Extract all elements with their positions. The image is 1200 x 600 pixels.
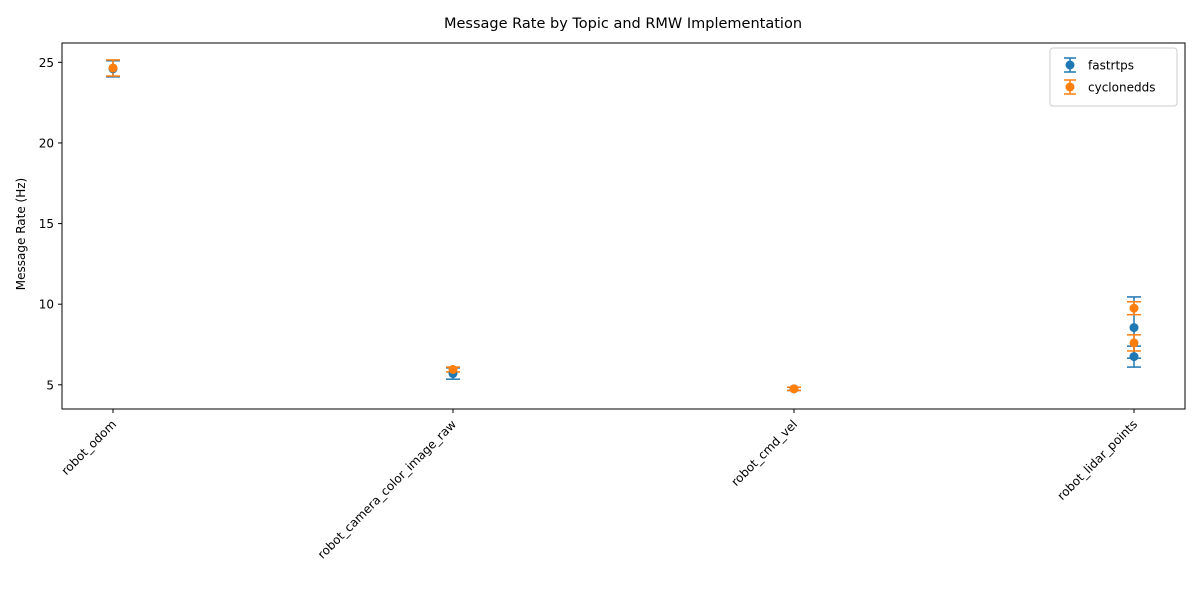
legend-label: cyclonedds (1088, 81, 1155, 95)
x-tick-label: robot_odom (59, 417, 120, 478)
data-point (1129, 338, 1139, 348)
series-cyclonedds (106, 59, 1141, 392)
x-tick-label: robot_cmd_vel (728, 417, 800, 489)
data-point (1129, 323, 1139, 333)
legend-marker (1065, 60, 1075, 70)
y-tick-label: 20 (39, 136, 54, 150)
y-tick-label: 10 (39, 298, 54, 312)
y-axis: 5 10 15 20 25 (39, 56, 62, 392)
plot-frame (61, 42, 1186, 410)
series-fastrtps (106, 59, 1141, 392)
legend-marker (1065, 82, 1075, 92)
series-markers-cyclonedds (108, 63, 1139, 394)
series-markers-fastrtps (108, 64, 1139, 394)
legend-label: fastrtps (1088, 59, 1134, 73)
legend[interactable]: fastrtps cyclonedds (1049, 47, 1178, 107)
legend-box (1049, 47, 1178, 107)
data-point (448, 364, 458, 374)
y-tick-label: 15 (39, 217, 54, 231)
data-point (1129, 352, 1139, 362)
x-tick-label: robot_camera_color_image_raw (315, 417, 459, 561)
y-axis-label: Message Rate (Hz) (14, 178, 28, 290)
x-tick-label: robot_lidar_points (1054, 417, 1140, 503)
y-tick-label: 25 (39, 56, 54, 70)
plot-marks (106, 59, 1141, 394)
chart-title: Message Rate by Topic and RMW Implementa… (444, 16, 802, 32)
data-point (108, 63, 118, 73)
data-point (1129, 303, 1139, 313)
data-point (789, 384, 799, 394)
y-tick-label: 5 (46, 378, 54, 392)
x-axis: robot_odom robot_camera_color_image_raw ro… (59, 409, 1140, 561)
